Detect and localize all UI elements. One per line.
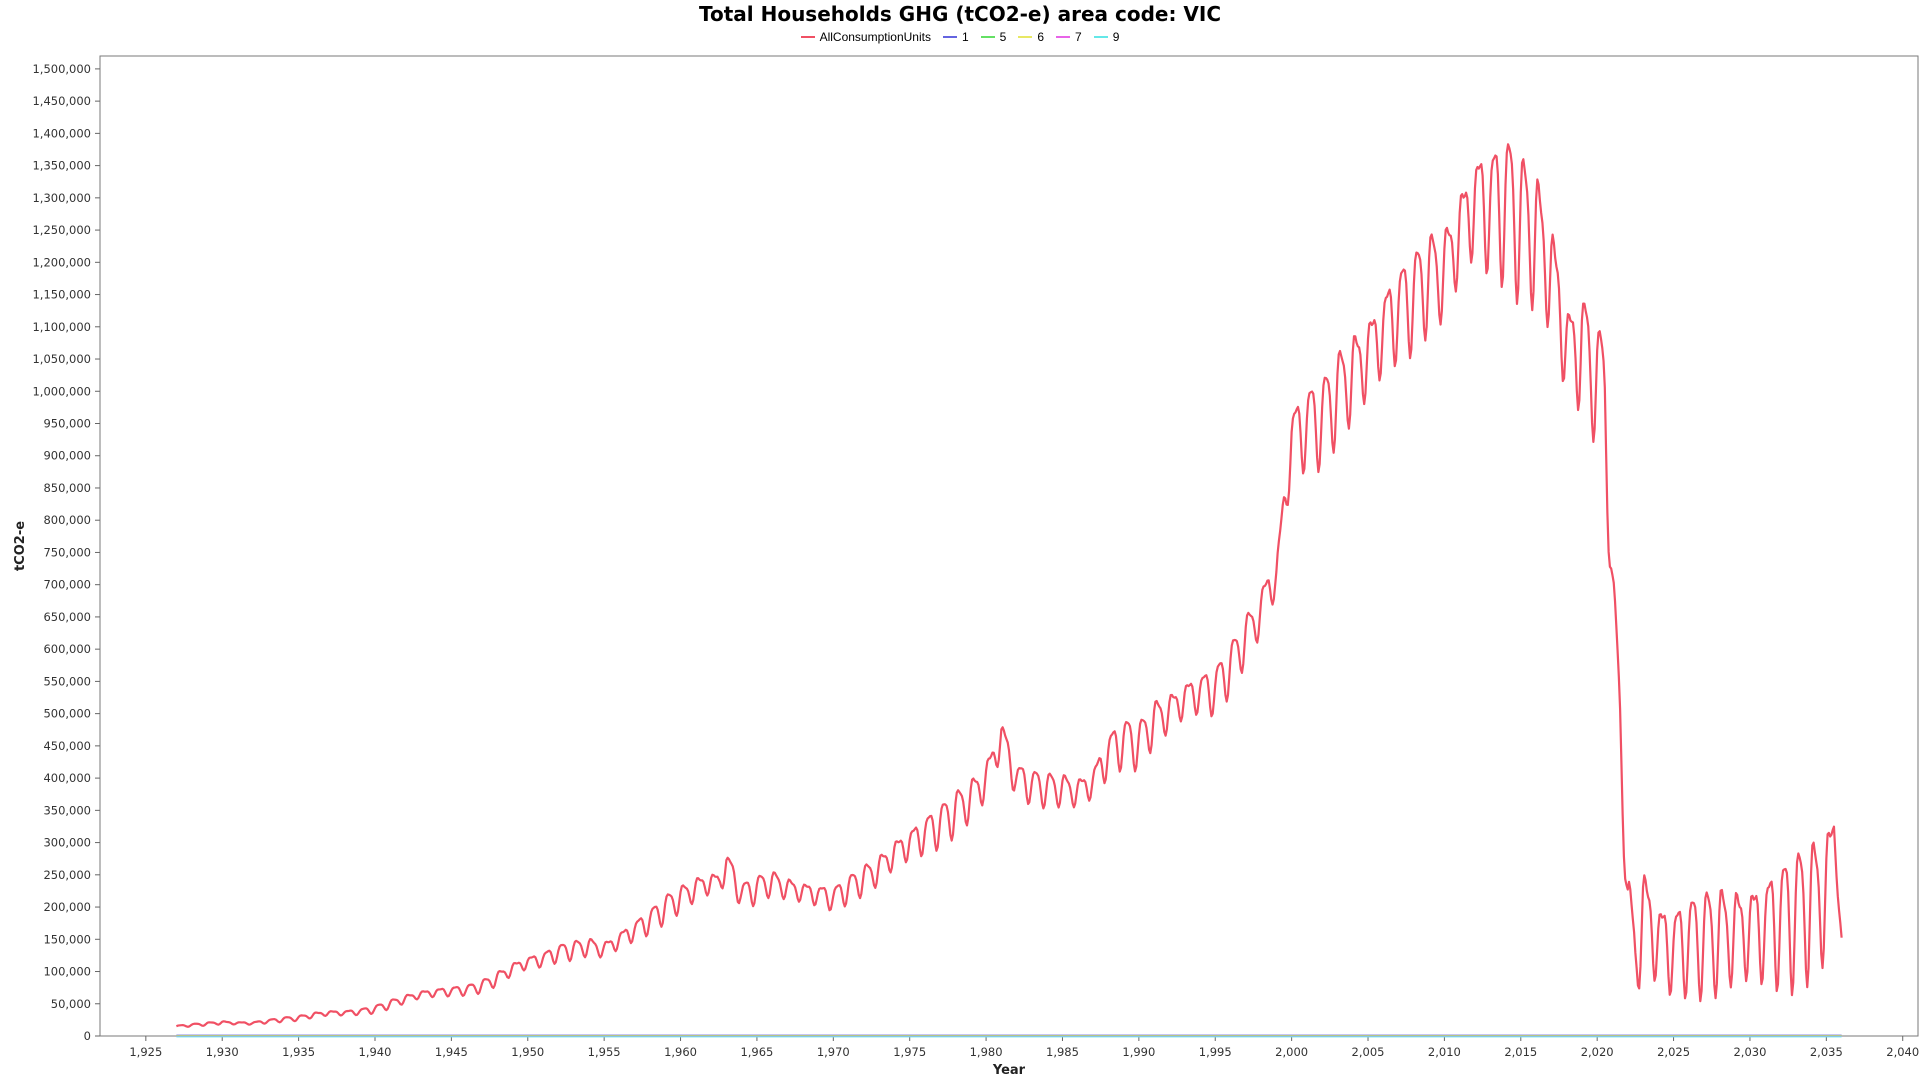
x-tick-label: 1,935 — [282, 1045, 315, 1059]
y-tick-label: 800,000 — [43, 513, 91, 527]
y-tick-label: 950,000 — [43, 417, 91, 431]
x-tick-label: 1,945 — [435, 1045, 468, 1059]
y-tick-label: 1,250,000 — [32, 223, 91, 237]
y-tick-label: 750,000 — [43, 545, 91, 559]
x-tick-label: 2,025 — [1657, 1045, 1690, 1059]
y-tick-label: 1,050,000 — [32, 352, 91, 366]
x-tick-label: 2,035 — [1810, 1045, 1843, 1059]
legend-item: 5 — [980, 30, 1007, 44]
y-tick-label: 1,500,000 — [32, 62, 91, 76]
x-tick-label: 1,975 — [893, 1045, 926, 1059]
x-tick-label: 1,925 — [129, 1045, 162, 1059]
x-tick-label: 2,005 — [1352, 1045, 1385, 1059]
y-tick-label: 600,000 — [43, 642, 91, 656]
legend-item: AllConsumptionUnits — [800, 30, 931, 44]
legend-label: 6 — [1037, 30, 1045, 44]
x-tick-label: 2,030 — [1733, 1045, 1766, 1059]
y-tick-label: 1,300,000 — [32, 191, 91, 205]
legend-swatch — [942, 36, 957, 38]
legend-item: 7 — [1056, 30, 1082, 44]
legend-swatch — [1093, 36, 1108, 38]
x-tick-label: 1,940 — [359, 1045, 392, 1059]
x-tick-label: 1,995 — [1199, 1045, 1232, 1059]
y-tick-label: 1,200,000 — [32, 255, 91, 269]
x-tick-label: 1,965 — [740, 1045, 773, 1059]
x-tick-label: 1,960 — [664, 1045, 697, 1059]
y-tick-label: 250,000 — [43, 868, 91, 882]
x-tick-label: 2,010 — [1428, 1045, 1461, 1059]
x-tick-label: 1,950 — [511, 1045, 544, 1059]
y-tick-label: 0 — [84, 1029, 91, 1043]
legend-swatch — [1056, 36, 1071, 38]
x-tick-label: 1,955 — [588, 1045, 621, 1059]
x-tick-label: 1,970 — [817, 1045, 850, 1059]
y-tick-label: 500,000 — [43, 707, 91, 721]
y-tick-label: 1,350,000 — [32, 159, 91, 173]
legend-swatch — [980, 36, 995, 38]
y-tick-label: 1,450,000 — [32, 94, 91, 108]
y-tick-label: 150,000 — [43, 932, 91, 946]
legend-item: 1 — [942, 30, 969, 44]
legend: AllConsumptionUnits 1 5 6 7 9 — [0, 30, 1920, 44]
plot-area — [99, 55, 1919, 1037]
chart-title: Total Households GHG (tCO2-e) area code:… — [698, 2, 1222, 26]
y-tick-label: 1,100,000 — [32, 320, 91, 334]
legend-label: 5 — [999, 30, 1007, 44]
legend-label: 9 — [1112, 30, 1120, 44]
x-tick-label: 2,015 — [1504, 1045, 1537, 1059]
legend-label: AllConsumptionUnits — [819, 30, 931, 44]
legend-label: 7 — [1075, 30, 1082, 44]
y-tick-label: 50,000 — [51, 997, 91, 1011]
y-tick-label: 1,150,000 — [32, 288, 91, 302]
x-axis-title: Year — [992, 1063, 1026, 1078]
y-tick-label: 400,000 — [43, 771, 91, 785]
x-tick-label: 1,990 — [1122, 1045, 1155, 1059]
y-tick-label: 100,000 — [43, 965, 91, 979]
legend-item: 6 — [1018, 30, 1044, 44]
y-tick-label: 300,000 — [43, 836, 91, 850]
y-tick-label: 1,000,000 — [32, 384, 91, 398]
x-tick-label: 1,930 — [206, 1045, 239, 1059]
y-tick-label: 850,000 — [43, 481, 91, 495]
series-line-allconsumptionunits — [175, 143, 1843, 1028]
y-tick-label: 350,000 — [43, 803, 91, 817]
y-tick-label: 200,000 — [43, 900, 91, 914]
y-tick-label: 700,000 — [43, 578, 91, 592]
y-tick-label: 1,400,000 — [32, 126, 91, 140]
y-tick-label: 900,000 — [43, 449, 91, 463]
x-tick-label: 1,980 — [970, 1045, 1003, 1059]
legend-swatch — [800, 36, 815, 38]
y-axis-title: tCO2-e — [13, 521, 28, 571]
y-tick-label: 650,000 — [43, 610, 91, 624]
legend-item: 9 — [1093, 30, 1120, 44]
x-tick-label: 2,020 — [1581, 1045, 1614, 1059]
x-tick-label: 2,040 — [1886, 1045, 1919, 1059]
legend-swatch — [1018, 36, 1033, 38]
x-tick-label: 2,000 — [1275, 1045, 1308, 1059]
legend-label: 1 — [961, 30, 969, 44]
x-tick-label: 1,985 — [1046, 1045, 1079, 1059]
y-tick-label: 450,000 — [43, 739, 91, 753]
y-tick-label: 550,000 — [43, 674, 91, 688]
